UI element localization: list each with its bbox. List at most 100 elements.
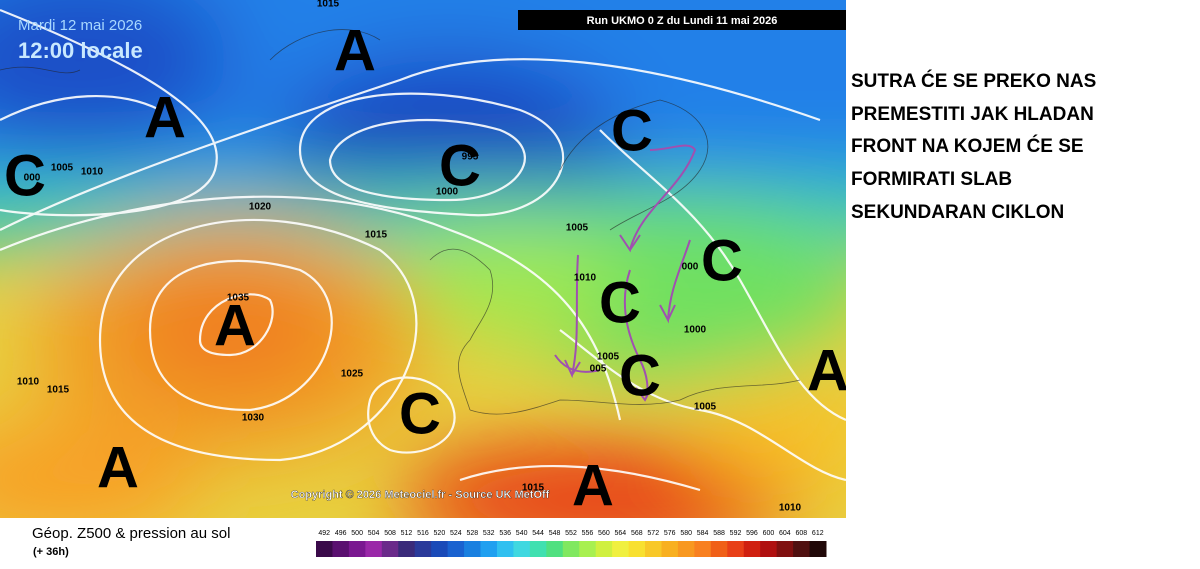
note-line: PREMESTITI JAK HLADAN <box>851 104 1094 125</box>
colorbar-label: 524 <box>450 530 462 537</box>
colorbar-label: 600 <box>763 530 775 537</box>
colorbar-swatch <box>579 541 597 557</box>
colorbar-label: 564 <box>615 530 627 537</box>
legend: Géop. Z500 & pression au sol (+ 36h) 492… <box>32 525 827 558</box>
colorbar-swatch <box>809 541 827 557</box>
colorbar-swatch <box>562 541 580 557</box>
colorbar-swatch <box>645 541 662 557</box>
colorbar-label: 532 <box>483 530 495 537</box>
isobar-label: 1015 <box>365 230 388 241</box>
isobar-label: 1035 <box>227 293 250 304</box>
isobar-label: 1015 <box>522 483 545 494</box>
colorbar-label: 536 <box>499 530 511 537</box>
pressure-center: C <box>701 228 743 293</box>
isobar-label: 1010 <box>574 273 597 284</box>
pressure-center: C <box>4 143 46 208</box>
colorbar-label: 552 <box>565 530 577 537</box>
pressure-center: A <box>807 338 849 403</box>
colorbar-swatch <box>727 541 745 557</box>
colorbar-label: 540 <box>516 530 528 537</box>
colorbar-label: 492 <box>318 530 330 537</box>
colorbar-swatch <box>365 541 383 557</box>
colorbar-swatch <box>628 541 646 557</box>
colorbar-swatch <box>447 541 465 557</box>
colorbar-swatch <box>431 541 449 557</box>
legend-title: Géop. Z500 & pression au sol <box>32 525 230 542</box>
note-line: FORMIRATI SLAB <box>851 169 1012 190</box>
legend-lead: (+ 36h) <box>33 546 69 558</box>
isobar-label: 1015 <box>317 0 340 10</box>
colorbar-swatch <box>480 541 498 557</box>
pressure-center: C <box>611 98 653 163</box>
run-info: Run UKMO 0 Z du Lundi 11 mai 2026 <box>587 15 778 27</box>
colorbar-swatch <box>381 541 399 557</box>
colorbar-label: 500 <box>351 530 363 537</box>
pressure-center: C <box>619 343 661 408</box>
colorbar-swatch <box>760 541 778 557</box>
colorbar-swatch <box>414 541 432 557</box>
colorbar-swatch <box>316 541 333 557</box>
colorbar-swatch <box>677 541 695 557</box>
isobar-label: 1015 <box>47 385 70 396</box>
colorbar-swatch <box>743 541 761 557</box>
colorbar-label: 588 <box>713 530 725 537</box>
colorbar-label: 580 <box>680 530 692 537</box>
note-line: SEKUNDARAN CIKLON <box>851 202 1064 223</box>
colorbar-label: 516 <box>417 530 429 537</box>
colorbar-swatch <box>513 541 531 557</box>
colorbar-label: 512 <box>401 530 413 537</box>
colorbar-swatch <box>546 541 564 557</box>
isobar-label: 1005 <box>566 223 589 234</box>
colorbar-swatch <box>661 541 679 557</box>
colorbar-swatch <box>612 541 630 557</box>
pressure-center: A <box>214 293 256 358</box>
colorbar-swatch <box>332 541 350 557</box>
colorbar-swatch <box>710 541 728 557</box>
isobar-label: 1010 <box>81 167 104 178</box>
colorbar-swatch <box>529 541 547 557</box>
pressure-center: A <box>334 18 376 83</box>
colorbar-label: 508 <box>384 530 396 537</box>
isobar-label: 1030 <box>242 413 265 424</box>
colorbar-label: 604 <box>779 530 791 537</box>
colorbar-label: 496 <box>335 530 347 537</box>
pressure-center: A <box>572 453 614 518</box>
colorbar-label: 560 <box>598 530 610 537</box>
colorbar-swatch <box>793 541 811 557</box>
colorbar-label: 504 <box>368 530 380 537</box>
colorbar-label: 520 <box>434 530 446 537</box>
isobar-label: 005 <box>590 364 607 375</box>
pressure-center: C <box>399 381 441 446</box>
colorbar-swatch <box>464 541 482 557</box>
isobar-label: 1005 <box>51 163 74 174</box>
isobar-label: 1020 <box>249 202 272 213</box>
map-date: Mardi 12 mai 2026 <box>18 17 142 34</box>
pressure-centers: A A C C C C C C A A C A A <box>4 18 849 518</box>
colorbar-swatch <box>694 541 712 557</box>
colorbar-swatch <box>776 541 794 557</box>
colorbar-label: 572 <box>647 530 659 537</box>
pressure-center: C <box>439 133 481 198</box>
colorbar-label: 612 <box>812 530 824 537</box>
pressure-center: A <box>97 435 139 500</box>
isobar-label: 1000 <box>684 325 707 336</box>
pressure-center: C <box>599 270 641 335</box>
isobar-label: 000 <box>682 262 699 273</box>
map: Mardi 12 mai 2026 12:00 locale Run UKMO … <box>0 0 849 518</box>
colorbar-swatch <box>398 541 416 557</box>
colorbar-label: 528 <box>466 530 478 537</box>
isobar-label: 1000 <box>436 187 459 198</box>
colorbar-swatch <box>348 541 366 557</box>
isobar-label: 1010 <box>17 377 40 388</box>
note-line: FRONT NA KOJEM ĆE SE <box>851 135 1084 157</box>
isobar-label: 1025 <box>341 369 364 380</box>
colorbar-label: 596 <box>746 530 758 537</box>
colorbar-label: 544 <box>532 530 544 537</box>
isobar-label: 1010 <box>779 503 802 514</box>
map-time: 12:00 locale <box>18 38 143 63</box>
colorbar-label: 548 <box>549 530 561 537</box>
note-line: SUTRA ĆE SE PREKO NAS <box>851 70 1096 92</box>
colorbar-swatch <box>595 541 613 557</box>
